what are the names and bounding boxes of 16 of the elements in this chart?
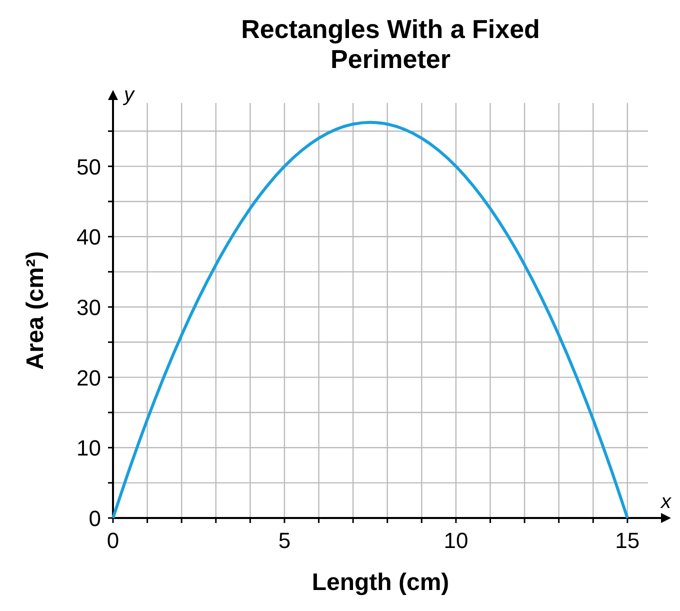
y-tick-label: 30 [76, 294, 101, 320]
y-tick-label: 50 [76, 154, 101, 180]
x-tick-label: 15 [615, 528, 640, 553]
x-tick-label: 10 [444, 528, 468, 553]
y-tick-label: 20 [76, 365, 101, 390]
line-series [112, 120, 629, 520]
chart-title: Rectangles With a Fixed Perimeter [241, 14, 540, 74]
y-tick-label: 40 [76, 224, 101, 250]
y-tick-label: 0 [88, 506, 101, 531]
x-tick-label: 5 [278, 528, 291, 553]
y-tick-label: 10 [76, 436, 101, 461]
y-axis-title: Area (cm²) [22, 251, 49, 370]
x-axis-title: Length (cm) [312, 569, 450, 596]
text: x [660, 491, 672, 513]
annotation: y [122, 84, 135, 106]
x-tick-label: 0 [106, 528, 120, 553]
